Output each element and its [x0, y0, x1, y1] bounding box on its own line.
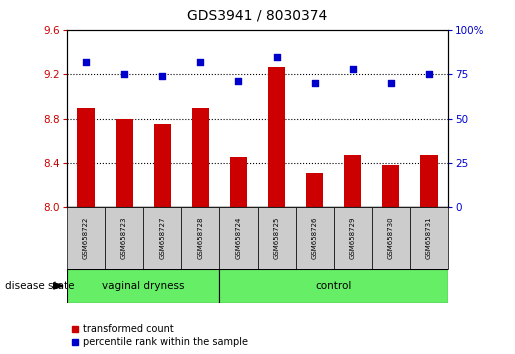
Bar [420, 155, 438, 207]
Point [349, 66, 357, 72]
Bar [219, 269, 448, 303]
Point [425, 72, 433, 77]
Point [234, 79, 243, 84]
Text: GSM658725: GSM658725 [273, 217, 280, 259]
Bar [219, 207, 258, 269]
Bar [143, 207, 181, 269]
Legend: transformed count, percentile rank within the sample: transformed count, percentile rank withi… [72, 325, 248, 347]
Bar [181, 207, 219, 269]
Bar [230, 157, 247, 207]
Text: disease state: disease state [5, 281, 75, 291]
Text: GSM658724: GSM658724 [235, 217, 242, 259]
Text: GSM658731: GSM658731 [426, 217, 432, 259]
Text: vaginal dryness: vaginal dryness [102, 281, 184, 291]
Text: control: control [316, 281, 352, 291]
Point [196, 59, 204, 65]
Bar [192, 108, 209, 207]
Point [311, 80, 319, 86]
Bar [67, 207, 105, 269]
Bar [258, 207, 296, 269]
Bar [306, 173, 323, 207]
Point [120, 72, 128, 77]
Bar [67, 269, 219, 303]
Point [272, 54, 281, 59]
Bar [334, 207, 372, 269]
Bar [296, 207, 334, 269]
Bar [382, 165, 400, 207]
Point [387, 80, 395, 86]
Bar [77, 108, 95, 207]
Bar [410, 207, 448, 269]
Text: GSM658728: GSM658728 [197, 217, 203, 259]
Bar [153, 124, 171, 207]
Bar [268, 67, 285, 207]
Polygon shape [54, 282, 63, 289]
Text: GSM658722: GSM658722 [83, 217, 89, 259]
Point [82, 59, 90, 65]
Bar [105, 207, 143, 269]
Text: GSM658726: GSM658726 [312, 217, 318, 259]
Text: GSM658729: GSM658729 [350, 217, 356, 259]
Text: GSM658723: GSM658723 [121, 217, 127, 259]
Point [158, 73, 166, 79]
Bar [372, 207, 410, 269]
Text: GSM658730: GSM658730 [388, 217, 394, 259]
Text: GSM658727: GSM658727 [159, 217, 165, 259]
Text: GDS3941 / 8030374: GDS3941 / 8030374 [187, 9, 328, 23]
Bar [344, 155, 362, 207]
Bar [115, 119, 133, 207]
